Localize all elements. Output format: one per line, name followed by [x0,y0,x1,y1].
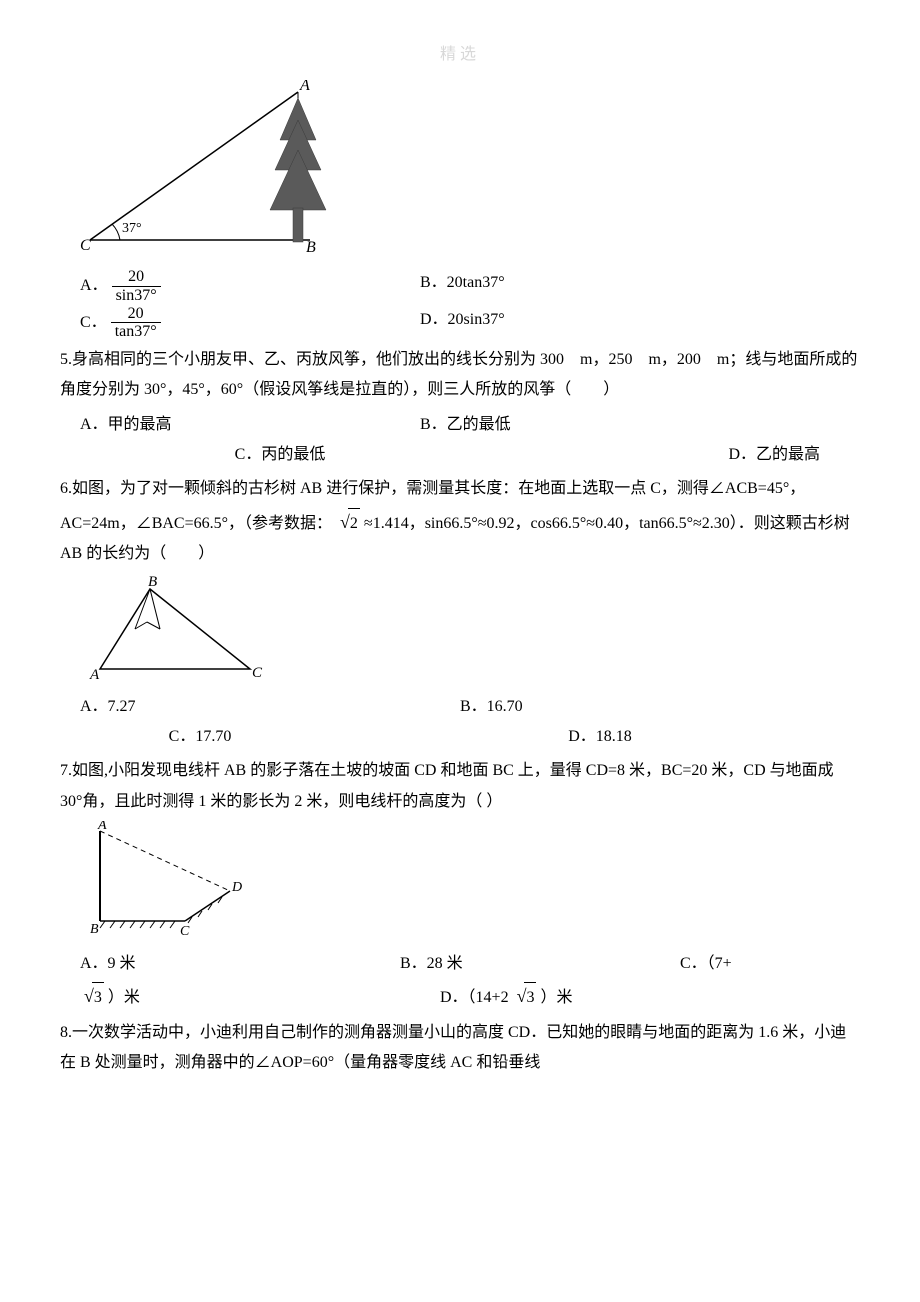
svg-text:D: D [231,880,242,895]
q6-text: 6.如图，为了对一颗倾斜的古杉树 AB 进行保护，需测量其长度：在地面上选取一点… [60,474,860,569]
q5-option-b: B．乙的最低 [420,410,531,440]
q7-option-a: A．9 米 [80,949,400,979]
svg-text:B: B [306,239,316,256]
svg-text:C: C [80,237,91,254]
svg-text:37°: 37° [122,221,142,236]
q4-options: A． 20 sin37° B．20tan37° [60,268,860,304]
q5-option-a: A．甲的最高 [80,410,420,440]
q7-option-b: B．28 米 [400,949,680,979]
sqrt-icon: 2 [336,505,360,539]
q7-c-prefix: C．（7+ [680,955,732,972]
q7-option-d: D．（14+2 3 ）米 [440,979,593,1013]
q4-options-2: C． 20 tan37° D．20sin37° [60,305,860,341]
q5-option-d: D．乙的最高 [520,440,860,470]
q6-option-c: C．17.70 [60,722,360,752]
watermark: 精选 [60,40,860,70]
q4-frac-c: 20 tan37° [111,305,161,341]
svg-text:A: A [89,667,100,683]
option-label: A． [80,277,108,294]
option-label: C． [80,313,107,330]
q7-d-suffix: ）米 [540,989,572,1006]
q4-option-a: A． 20 sin37° [80,268,420,304]
q8-text: 8.一次数学活动中，小迪利用自己制作的测角器测量小山的高度 CD．已知她的眼睛与… [60,1018,860,1079]
q5-text: 5.身高相同的三个小朋友甲、乙、丙放风筝，他们放出的线长分别为 300 m，25… [60,345,860,406]
svg-text:B: B [148,574,157,590]
svg-text:C: C [180,924,190,939]
q4-option-d: D．20sin37° [420,305,700,341]
svg-text:B: B [90,922,99,937]
q7-c-suffix: ）米 [108,989,140,1006]
q6-figure: A B C [80,574,860,684]
q6-option-d: D．18.18 [360,722,860,752]
q4-figure: 37° C B A [80,80,860,260]
q7-figure: A B C D [80,821,860,941]
q6-option-b: B．16.70 [460,692,543,722]
q7-option-c: C．（7+ [680,949,752,979]
sqrt-icon: 3 [80,979,104,1013]
q6-option-a: A．7.27 [80,692,460,722]
svg-text:A: A [97,821,107,833]
q4-frac-a: 20 sin37° [112,268,161,304]
sqrt-icon: 3 [513,979,537,1013]
q7-d-prefix: D．（14+2 [440,989,509,1006]
svg-text:A: A [299,80,310,94]
q4-option-c: C． 20 tan37° [80,305,420,341]
q4-option-b: B．20tan37° [420,268,700,304]
q5-option-c: C．丙的最低 [60,440,520,470]
q7-text: 7.如图,小阳发现电线杆 AB 的影子落在土坡的坡面 CD 和地面 BC 上，量… [60,756,860,817]
q7-option-c-cont: 3 ）米 [80,979,440,1013]
svg-text:C: C [252,665,263,681]
